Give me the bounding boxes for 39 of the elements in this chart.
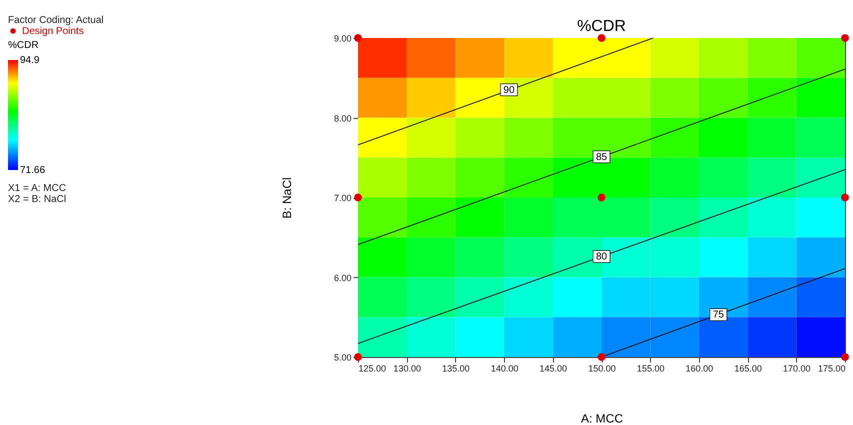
- y-tick-label: 8.00: [334, 113, 352, 124]
- x-tick-label: 165.00: [734, 364, 762, 374]
- annotation: 75: [712, 310, 724, 321]
- point: [598, 353, 606, 361]
- point: [354, 353, 362, 361]
- x-tick-label: 130.00: [393, 364, 421, 374]
- text: X2 = B: NaCl: [8, 194, 66, 205]
- x-tick-label: 150.00: [588, 364, 616, 374]
- x-tick-label: 170.00: [783, 364, 811, 374]
- point: [354, 194, 362, 202]
- y-tick-label: 7.00: [334, 193, 352, 203]
- legend-label: Design Points: [22, 26, 84, 37]
- annotation: 85: [596, 152, 608, 163]
- x-tick-label: 135.00: [442, 364, 470, 374]
- x-tick-label: 125.00: [358, 364, 386, 374]
- y-tick-label: 9.00: [334, 34, 352, 44]
- x-axis-title: A: MCC: [581, 412, 624, 425]
- point: [598, 34, 606, 42]
- point: [598, 194, 606, 202]
- annotation: 90: [503, 84, 515, 96]
- legend-title: %CDR: [8, 40, 39, 51]
- annotation: 80: [596, 252, 608, 263]
- point: [841, 353, 849, 361]
- chart-title: %CDR: [577, 18, 626, 35]
- color-bar-label: 71.66: [20, 165, 46, 176]
- x-tick-label: 160.00: [686, 364, 714, 374]
- x-tick-label: 140.00: [490, 364, 518, 374]
- y-tick-label: 5.00: [334, 352, 352, 362]
- text: Factor Coding: Actual: [8, 15, 104, 26]
- color-bar-label: 94.9: [20, 55, 40, 66]
- x-tick-label: 155.00: [636, 364, 664, 374]
- point: [841, 194, 849, 202]
- text: X1 = A: MCC: [8, 183, 66, 194]
- x-tick-label: 175.00: [818, 364, 846, 374]
- y-axis-title: B: NaCl: [280, 177, 294, 219]
- point: [354, 34, 362, 42]
- y-tick-label: 6.00: [334, 272, 352, 283]
- x-tick-label: 145.00: [540, 364, 568, 374]
- point: [841, 34, 849, 42]
